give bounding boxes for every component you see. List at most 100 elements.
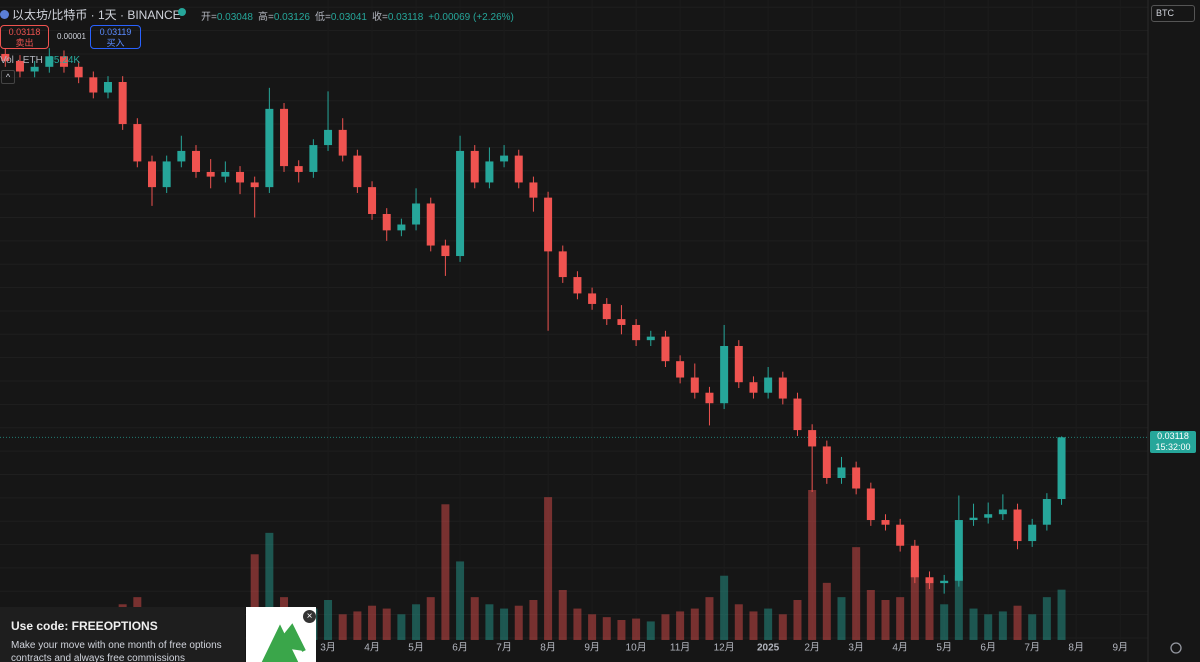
- candle-body: [910, 545, 919, 578]
- volume-bar: [793, 600, 802, 640]
- volume-bar: [397, 614, 406, 640]
- candle-body: [324, 129, 333, 146]
- candle-body: [632, 324, 641, 341]
- candle-body: [353, 155, 362, 188]
- candle-body: [969, 517, 978, 521]
- candle-body: [1, 53, 10, 61]
- volume-bar: [250, 554, 259, 640]
- candle-body: [133, 124, 142, 162]
- candle-body: [280, 108, 289, 167]
- candle-body: [470, 150, 479, 183]
- candle-body: [852, 467, 861, 489]
- x-tick-label: 5月: [408, 642, 424, 654]
- candle-body: [954, 520, 963, 581]
- ohlc-label: 高=: [258, 12, 274, 23]
- candle-body: [866, 488, 875, 521]
- x-tick-label: 7月: [1024, 642, 1040, 654]
- countdown: 15:32:00: [1155, 442, 1191, 453]
- volume-bar: [265, 532, 274, 640]
- candle-body: [940, 580, 949, 584]
- candle-body: [573, 277, 582, 294]
- promo-text: Make your move with one month of free op…: [11, 640, 222, 662]
- candle-body: [529, 182, 538, 198]
- candle-body: [925, 577, 934, 584]
- candle-body: [1013, 509, 1022, 542]
- x-tick-label: 8月: [1068, 642, 1084, 654]
- promo-close[interactable]: ×: [303, 610, 316, 623]
- currency-select[interactable]: BTC: [1151, 5, 1195, 22]
- volume-bar: [661, 614, 670, 640]
- last-price-label: 0.03118 15:32:00: [1150, 431, 1196, 454]
- volume-bar: [573, 608, 582, 640]
- candle-body: [764, 377, 773, 393]
- x-tick-label: 9月: [584, 642, 600, 654]
- x-tick-label: 3月: [320, 642, 336, 654]
- volume-bar: [749, 611, 758, 640]
- volume-bar: [412, 604, 421, 640]
- volume-bar: [338, 614, 347, 640]
- candle-body: [412, 203, 421, 225]
- candle-body: [1057, 437, 1066, 500]
- x-tick-label: 7月: [496, 642, 512, 654]
- settings-icon[interactable]: [1170, 642, 1182, 654]
- candle-body: [544, 197, 553, 252]
- symbol-title[interactable]: 以太坊/比特币 · 1天 · BINANCE: [0, 6, 181, 23]
- volume-bar: [1013, 605, 1022, 640]
- candle-body: [177, 150, 186, 162]
- volume-bar: [881, 600, 890, 640]
- ohlc-value: 0.03126: [273, 12, 310, 23]
- candle-body: [309, 145, 318, 172]
- x-tick-label: 6月: [452, 642, 468, 654]
- volume-bar: [602, 617, 611, 640]
- symbol: 以太坊/比特币 · 1天 · BINANCE: [12, 8, 181, 22]
- sell-label: 卖出: [15, 38, 34, 48]
- promo-panel[interactable]: Use code: FREEOPTIONS Make your move wit…: [0, 607, 245, 662]
- candle-body: [250, 182, 259, 188]
- volume-bar: [441, 504, 450, 640]
- volume-bar: [822, 582, 831, 640]
- buy-button[interactable]: 0.03119 买入: [90, 25, 141, 49]
- candle-body: [676, 361, 685, 378]
- candle-body: [397, 224, 406, 231]
- candle-body: [617, 319, 626, 325]
- volume-bar: [690, 608, 699, 640]
- last-price: 0.03118: [1157, 431, 1189, 442]
- candle-body: [793, 398, 802, 431]
- ohlc-label: 收=: [372, 12, 388, 23]
- candle-body: [984, 514, 993, 518]
- candle-body: [1042, 499, 1051, 525]
- ohlc-change: +0.00069 (+2.26%): [428, 12, 514, 23]
- candle-body: [690, 377, 699, 393]
- volume-bar: [925, 582, 934, 640]
- candle-body: [368, 187, 377, 214]
- volume-bar: [866, 590, 875, 640]
- candle-body: [192, 150, 201, 172]
- candle-body: [74, 66, 83, 78]
- volume-bar: [998, 611, 1007, 640]
- volume-bar: [588, 614, 597, 640]
- candle-body: [778, 377, 787, 399]
- candle-body: [426, 203, 435, 246]
- candle-body: [441, 245, 450, 257]
- candle-body: [720, 345, 729, 404]
- volume-bar: [632, 618, 641, 640]
- volume-bar: [617, 620, 626, 640]
- collapse-button[interactable]: ^: [1, 70, 15, 84]
- volume-bar: [896, 597, 905, 640]
- volume-bar: [1042, 597, 1051, 640]
- volume-bar: [808, 490, 817, 640]
- candle-body: [148, 161, 156, 188]
- sell-button[interactable]: 0.03118 卖出: [0, 25, 49, 49]
- volume-bar: [969, 608, 978, 640]
- sell-price: 0.03118: [8, 27, 41, 37]
- candle-body: [588, 293, 597, 304]
- grid: [0, 436, 1148, 438]
- volume-bar: [382, 608, 391, 640]
- candle-body: [236, 171, 245, 183]
- candle-body: [162, 161, 171, 188]
- volume-bar: [324, 600, 333, 640]
- candle-body: [221, 171, 230, 177]
- candle-body: [382, 213, 391, 231]
